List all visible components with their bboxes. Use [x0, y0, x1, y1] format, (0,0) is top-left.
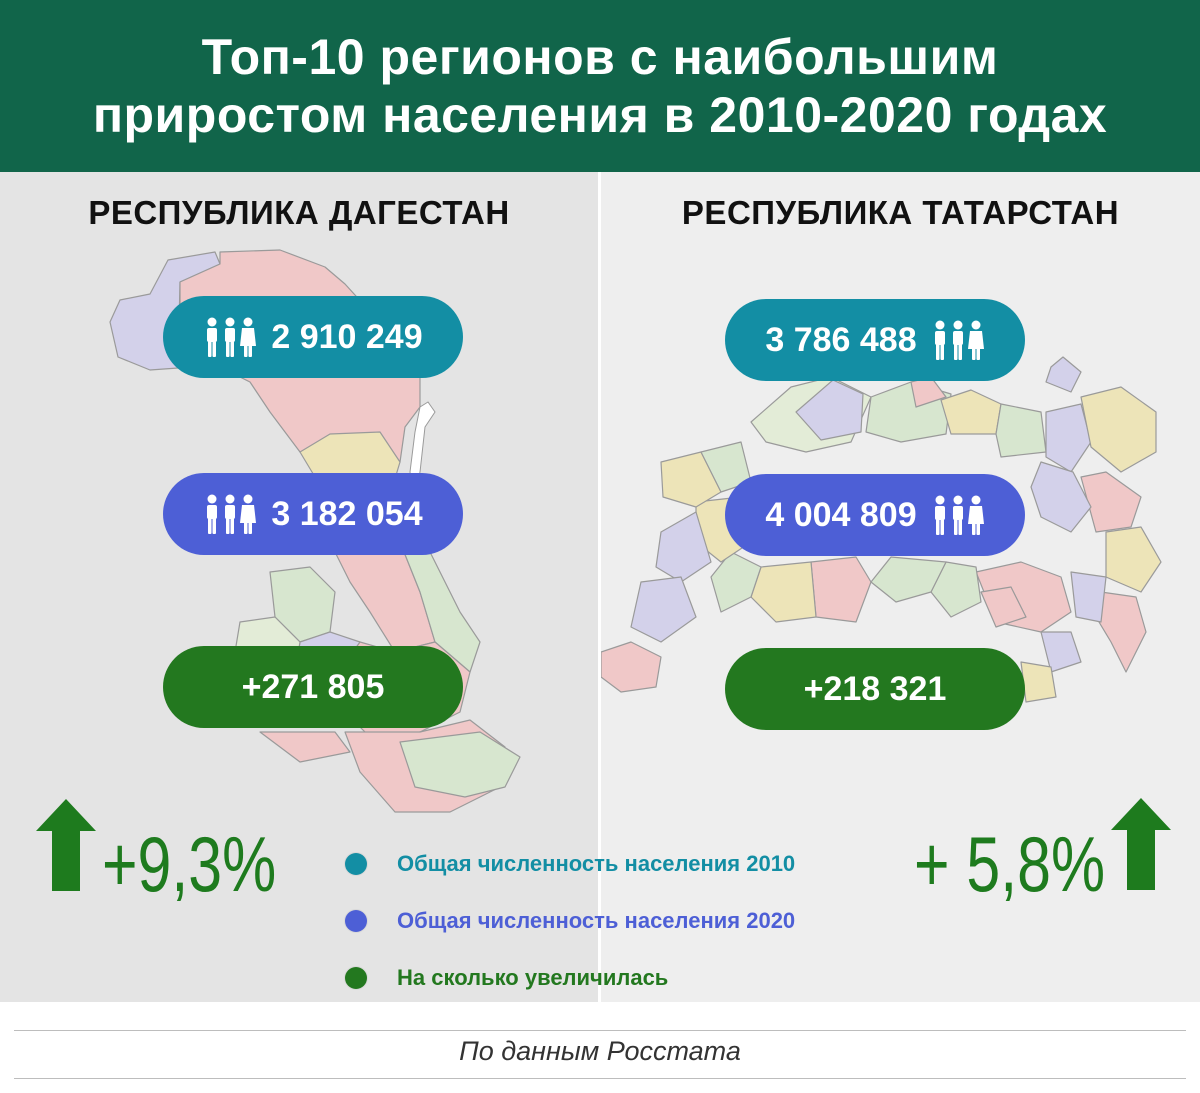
population-2010-pill: 2 910 249: [163, 296, 463, 378]
map-district: [810, 556, 872, 623]
population-2010-pill: 3 786 488: [725, 299, 1025, 381]
footer-divider: [14, 1078, 1186, 1079]
map-district: [940, 389, 1002, 435]
legend-dot: [345, 909, 367, 932]
map-district: [601, 641, 662, 693]
legend-dot: [345, 966, 367, 989]
population-2020-pill: 4 004 809: [725, 474, 1025, 556]
people-icon: [934, 495, 984, 535]
panel-dagestan: РЕСПУБЛИКА ДАГЕСТАН 2 910 249 3 182 054 …: [0, 172, 598, 1002]
map-district: [870, 556, 947, 603]
increase-value: +271 805: [241, 667, 385, 706]
map-district: [1045, 403, 1092, 473]
map-district: [995, 403, 1047, 458]
map-district: [1040, 631, 1082, 673]
legend-label: Общая численность населения 2010: [397, 850, 796, 876]
map-district: [795, 379, 864, 441]
population-2020-pill: 3 182 054: [163, 473, 463, 555]
map-district: [710, 551, 762, 613]
legend: Общая численность населения 2010 Общая ч…: [345, 835, 795, 1006]
map-district: [1080, 386, 1157, 473]
source-note: По данным Росстата: [459, 1036, 741, 1066]
map-district: [655, 511, 712, 583]
panel-tatarstan: РЕСПУБЛИКА ТАТАРСТАН 3 786 488 4 004 809…: [601, 172, 1200, 1002]
footer-divider: [14, 1030, 1186, 1031]
title-line-1: Топ-10 регионов с наибольшим: [201, 29, 999, 85]
map-district: [750, 561, 817, 623]
panel-divider: [598, 172, 601, 1002]
population-2020-value: 3 182 054: [271, 494, 423, 533]
map-district: [980, 586, 1027, 628]
increase-value: +218 321: [803, 669, 947, 708]
map-district: [1045, 356, 1082, 393]
population-2020-value: 4 004 809: [765, 495, 917, 534]
map-district: [660, 451, 722, 508]
legend-item: Общая численность населения 2010: [345, 835, 795, 892]
map-district: [1105, 526, 1162, 593]
increase-pill: +271 805: [163, 646, 463, 728]
map-district: [1070, 571, 1107, 623]
region-name: РЕСПУБЛИКА ТАТАРСТАН: [681, 194, 1120, 231]
growth-percent: +9,3%: [102, 820, 277, 908]
legend-dot: [345, 852, 367, 875]
map-district: [630, 576, 697, 643]
map-district: [399, 731, 521, 798]
header-banner: Топ-10 регионов с наибольшим приростом н…: [0, 0, 1200, 172]
people-icon: [934, 320, 984, 360]
map-district: [1020, 661, 1057, 703]
region-name: РЕСПУБЛИКА ДАГЕСТАН: [88, 194, 510, 231]
increase-pill: +218 321: [725, 648, 1025, 730]
map-district: [259, 731, 351, 763]
tatarstan-map: [601, 356, 1162, 703]
population-2010-value: 2 910 249: [271, 317, 423, 356]
title-line-2: приростом населения в 2010-2020 годах: [92, 87, 1108, 143]
people-icon: [207, 317, 257, 357]
legend-item: На сколько увеличилась: [345, 949, 795, 1006]
population-2010-value: 3 786 488: [765, 320, 917, 359]
legend-label: На сколько увеличилась: [397, 964, 669, 990]
legend-label: Общая численность населения 2020: [397, 907, 796, 933]
growth-percent: + 5,8%: [914, 820, 1106, 908]
up-arrow-icon: [1111, 798, 1171, 890]
map-district: [1080, 471, 1142, 533]
up-arrow-icon: [36, 799, 96, 891]
page-title: Топ-10 регионов с наибольшим приростом н…: [93, 28, 1107, 144]
map-district: [1030, 461, 1092, 533]
legend-item: Общая численность населения 2020: [345, 892, 795, 949]
people-icon: [207, 494, 257, 534]
